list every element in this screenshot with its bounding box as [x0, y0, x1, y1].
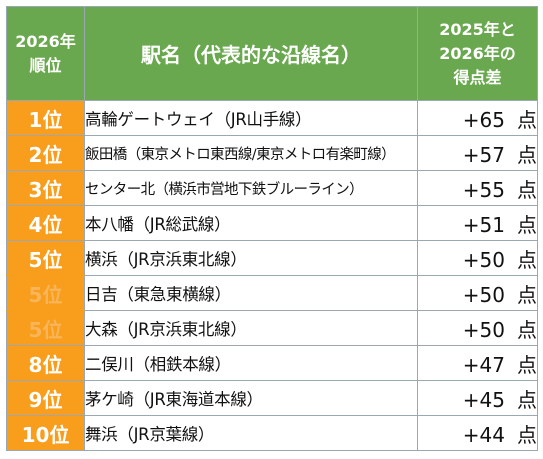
- table-row: 4位 本八幡（JR総武線） +51 点: [6, 205, 538, 241]
- table-row: 9位 茅ケ崎（JR東海道本線） +45 点: [6, 380, 538, 416]
- table-row: 5位 横浜（JR京浜東北線） +50 点: [6, 240, 538, 276]
- station-cell: 本八幡（JR総武線）: [84, 205, 418, 241]
- diff-unit: 点: [517, 387, 537, 412]
- diff-unit: 点: [517, 282, 537, 307]
- diff-value: +65: [462, 107, 505, 132]
- ranking-table: 2026年 順位 駅名（代表的な沿線名） 2025年と 2026年の 得点差 1…: [6, 6, 538, 451]
- table-row: 2位 飯田橋（東京メトロ東西線/東京メトロ有楽町線） +57 点: [6, 135, 538, 171]
- diff-value: +50: [462, 247, 505, 272]
- diff-value: +50: [462, 282, 505, 307]
- diff-cell: +45 点: [417, 380, 538, 416]
- diff-unit: 点: [517, 212, 537, 237]
- diff-cell: +55 点: [417, 170, 538, 206]
- rank-cell: 9位: [6, 380, 85, 416]
- rank-cell: 5位: [6, 275, 85, 311]
- station-cell: センター北（横浜市営地下鉄ブルーライン）: [84, 170, 418, 206]
- header-rank-line2: 順位: [29, 55, 62, 75]
- header-row: 2026年 順位 駅名（代表的な沿線名） 2025年と 2026年の 得点差: [6, 6, 538, 101]
- header-station: 駅名（代表的な沿線名）: [84, 6, 418, 101]
- station-cell: 高輪ゲートウェイ（JR山手線）: [84, 100, 418, 136]
- diff-value: +50: [462, 317, 505, 342]
- diff-value: +44: [462, 422, 505, 447]
- diff-cell: +47 点: [417, 345, 538, 381]
- table-row: 1位 高輪ゲートウェイ（JR山手線） +65 点: [6, 100, 538, 136]
- rank-cell: 5位: [6, 310, 85, 346]
- table-row: 10位 舞浜（JR京葉線） +44 点: [6, 415, 538, 451]
- table-row: 5位 大森（JR京浜東北線） +50 点: [6, 310, 538, 346]
- diff-cell: +50 点: [417, 310, 538, 346]
- header-diff-line2: 2026年の: [439, 43, 516, 63]
- header-diff-line3: 得点差: [453, 67, 502, 87]
- diff-cell: +44 点: [417, 415, 538, 451]
- station-cell: 大森（JR京浜東北線）: [84, 310, 418, 346]
- station-cell: 舞浜（JR京葉線）: [84, 415, 418, 451]
- diff-unit: 点: [517, 177, 537, 202]
- diff-unit: 点: [517, 107, 537, 132]
- header-diff-line1: 2025年と: [439, 19, 516, 39]
- diff-unit: 点: [517, 422, 537, 447]
- diff-cell: +50 点: [417, 275, 538, 311]
- diff-unit: 点: [517, 317, 537, 342]
- diff-unit: 点: [517, 247, 537, 272]
- header-diff: 2025年と 2026年の 得点差: [417, 6, 538, 101]
- diff-cell: +57 点: [417, 135, 538, 171]
- rank-cell: 3位: [6, 170, 85, 206]
- rank-cell: 2位: [6, 135, 85, 171]
- diff-value: +51: [462, 212, 505, 237]
- table-row: 3位 センター北（横浜市営地下鉄ブルーライン） +55 点: [6, 170, 538, 206]
- header-rank-line1: 2026年: [15, 31, 76, 51]
- table-row: 8位 二俣川（相鉄本線） +47 点: [6, 345, 538, 381]
- diff-unit: 点: [517, 142, 537, 167]
- station-cell: 茅ケ崎（JR東海道本線）: [84, 380, 418, 416]
- table-row: 5位 日吉（東急東横線） +50 点: [6, 275, 538, 311]
- diff-cell: +51 点: [417, 205, 538, 241]
- diff-cell: +65 点: [417, 100, 538, 136]
- rank-cell: 4位: [6, 205, 85, 241]
- station-cell: 二俣川（相鉄本線）: [84, 345, 418, 381]
- rank-cell: 5位: [6, 240, 85, 276]
- rank-cell: 1位: [6, 100, 85, 136]
- diff-value: +47: [462, 352, 505, 377]
- diff-value: +55: [462, 177, 505, 202]
- rank-cell: 8位: [6, 345, 85, 381]
- header-rank: 2026年 順位: [6, 6, 85, 101]
- station-cell: 横浜（JR京浜東北線）: [84, 240, 418, 276]
- diff-cell: +50 点: [417, 240, 538, 276]
- diff-value: +57: [462, 142, 505, 167]
- diff-value: +45: [462, 387, 505, 412]
- rank-cell: 10位: [6, 415, 85, 451]
- station-cell: 飯田橋（東京メトロ東西線/東京メトロ有楽町線）: [84, 135, 418, 171]
- diff-unit: 点: [517, 352, 537, 377]
- station-cell: 日吉（東急東横線）: [84, 275, 418, 311]
